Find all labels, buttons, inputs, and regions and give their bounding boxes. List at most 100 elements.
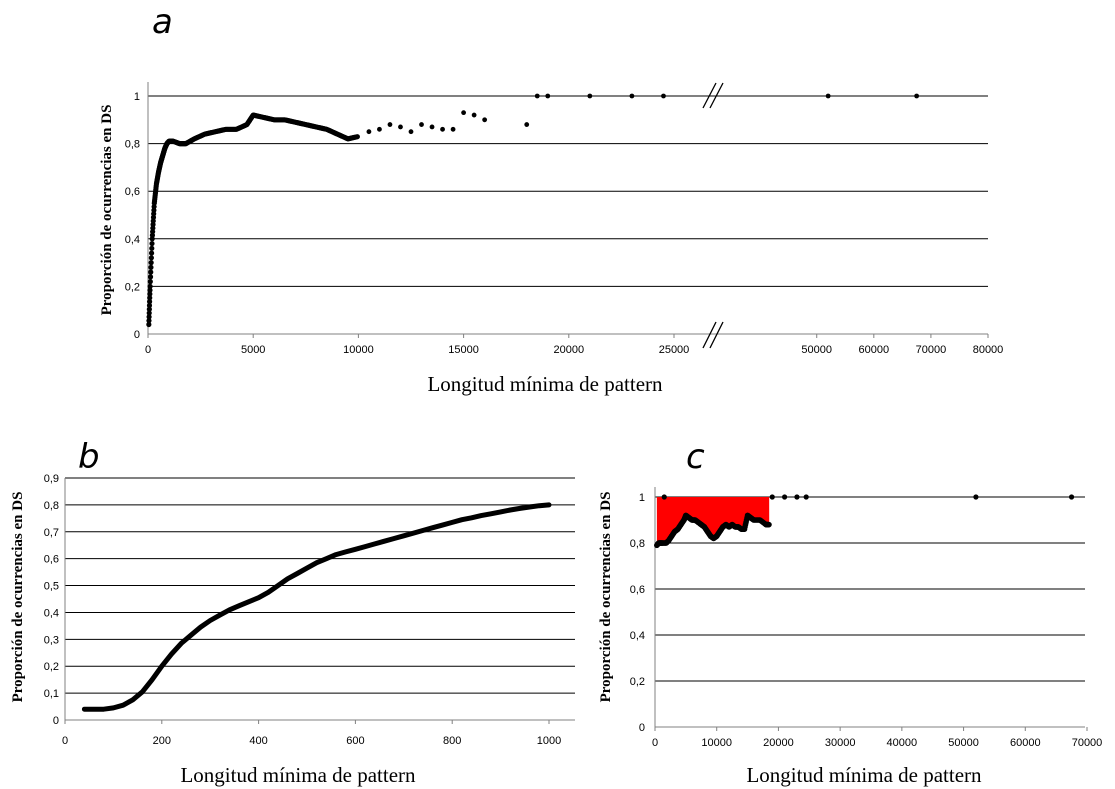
y-tick-label: 1 [639,492,645,504]
data-point [147,287,153,293]
axis-break-top-1 [702,82,717,109]
y-tick-label: 0,2 [125,281,140,293]
data-point [146,321,152,328]
data-point [147,283,153,289]
data-point [704,528,711,535]
x-tick-label: 70000 [916,344,947,356]
data-point [387,122,393,127]
data-point [825,93,831,99]
y-tick-label: 0,2 [44,661,59,673]
data-point [769,494,775,500]
y-tick-label: 0,9 [44,473,59,485]
data-point [146,302,153,309]
x-tick-label: 10000 [701,737,732,749]
data-point [147,291,153,297]
data-point [147,274,154,280]
y-tick-label: 0,5 [44,581,59,593]
x-tick-label: 0 [62,735,68,747]
series-line [81,502,552,712]
x-tick-label: 30000 [825,737,856,749]
data-point [440,126,445,132]
data-point [659,540,666,546]
data-point [398,124,403,130]
panel-a-y-axis-title: Proporción de ocurrencias en DS [99,105,115,316]
y-tick-label: 0,4 [630,630,645,642]
x-tick-label: 70000 [1072,737,1103,749]
data-point [148,255,154,261]
x-tick-label: 800 [443,735,461,747]
data-point [587,93,593,99]
panel-a: a 0 0,2 0,4 0,6 0,8 1 0 5000 10000 15000 20000 250… [99,2,1003,396]
panel-a-axis-break [702,82,724,349]
panel-b: b 0 0,1 0,2 0,3 0,4 0,5 0,6 0,7 0,8 0,9 0 200 400 60… [10,437,575,787]
data-point [714,533,720,539]
y-tick-label: 0 [134,329,140,341]
data-point [665,538,672,544]
data-point [146,299,153,305]
red-fill-area [656,497,770,546]
data-point [545,93,551,99]
panel-a-y-tick-labels: 0 0,2 0,4 0,6 0,8 1 [125,91,140,341]
data-point [794,494,800,500]
y-tick-label: 0,7 [44,527,59,539]
panel-letter-a: a [152,2,173,42]
y-tick-label: 0,3 [44,634,59,646]
x-tick-label: 50000 [801,344,832,356]
data-point [461,110,466,116]
data-point [419,122,424,127]
data-point [408,129,414,135]
data-point [366,129,372,135]
data-point [534,93,540,99]
data-point [757,517,763,523]
data-point [148,264,154,270]
x-tick-label: 80000 [973,344,1004,356]
x-tick-label: 0 [652,737,658,749]
axis-break-bottom-2 [709,321,724,349]
x-tick-label: 1000 [537,735,561,747]
data-point [146,314,152,320]
data-point [148,250,155,256]
data-point [717,528,723,535]
y-tick-label: 0,6 [630,584,645,596]
data-point [766,522,772,528]
x-tick-label: 200 [153,735,171,747]
panel-a-axes [147,82,989,338]
y-tick-label: 0,4 [125,234,140,246]
y-tick-label: 0,8 [125,139,140,151]
y-tick-label: 0,8 [630,538,645,550]
y-tick-label: 0,6 [125,186,140,198]
data-point [629,93,635,99]
data-point [661,93,666,99]
data-point [669,533,675,539]
x-tick-label: 40000 [887,737,918,749]
data-point [377,126,382,132]
panel-c-y-axis-title: Proporción de ocurrencias en DS [598,492,614,703]
data-point [147,279,153,285]
data-point [146,310,152,316]
panel-letter-c: c [686,437,705,477]
data-point [149,245,155,251]
data-point [146,306,152,312]
data-point [450,126,456,132]
panel-c-red-area [656,497,770,546]
data-point [148,260,154,266]
y-tick-label: 0,4 [44,607,59,619]
y-tick-label: 0,6 [44,554,59,566]
data-point [678,522,684,528]
data-point [149,240,155,247]
panel-b-x-axis-title: Longitud mínima de pattern [180,763,416,787]
x-tick-label: 0 [145,344,151,356]
panel-a-points [146,93,920,328]
panel-c-axes [654,487,1088,731]
y-tick-label: 0 [639,722,645,734]
data-point [524,122,530,127]
data-point [146,318,152,324]
panel-a-x-tick-labels: 0 5000 10000 15000 20000 25000 50000 60000 70000… [145,344,1003,356]
data-point [148,269,154,275]
x-tick-label: 5000 [241,344,265,356]
panel-letter-b: b [78,437,100,477]
data-point [147,295,153,301]
data-point [741,526,748,532]
data-point [354,134,360,140]
